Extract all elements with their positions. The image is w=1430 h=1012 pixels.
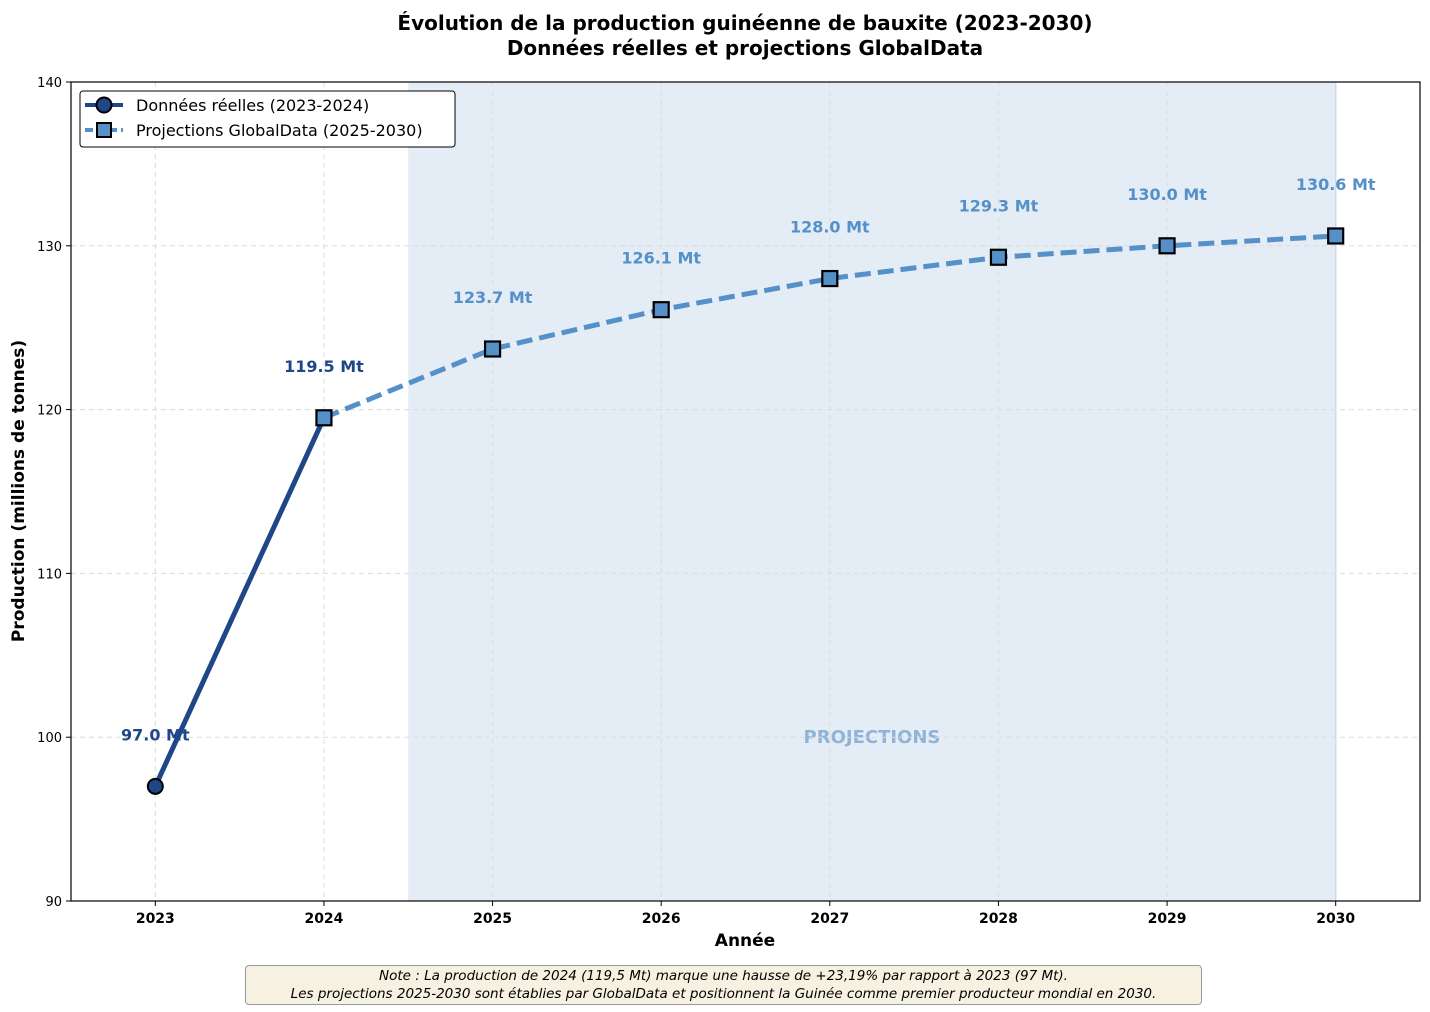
data-label: 130.0 Mt — [1127, 185, 1207, 204]
y-tick-label: 130 — [37, 240, 62, 255]
note-box: Note : La production de 2024 (119,5 Mt) … — [245, 965, 1202, 1005]
series-layer — [146, 227, 1345, 795]
x-tick-label: 2030 — [1316, 911, 1355, 927]
note-line-1: Note : La production de 2024 (119,5 Mt) … — [379, 968, 1068, 984]
projections-label: PROJECTIONS — [804, 727, 941, 748]
data-point-square — [821, 269, 839, 288]
x-axis-label: Année — [715, 931, 775, 951]
y-tick-label: 110 — [37, 567, 62, 582]
data-point-square — [652, 301, 670, 319]
data-point-square — [483, 340, 502, 358]
legend-label-projection: Projections GlobalData (2025-2030) — [136, 121, 423, 140]
legend-marker-square-icon — [96, 122, 112, 138]
data-point-square — [989, 248, 1008, 266]
data-label: 126.1 Mt — [621, 249, 701, 268]
x-tick-label: 2024 — [304, 911, 343, 927]
data-point-square — [315, 409, 333, 427]
x-tick-label: 2023 — [136, 911, 175, 927]
axes: 90 100 110 120 130 140 2023 2024 2025 2026 2027 202… — [37, 76, 1421, 927]
data-label: 128.0 Mt — [790, 218, 870, 237]
legend-box — [79, 90, 456, 148]
note-line-2: Les projections 2025-2030 sont établies … — [290, 986, 1157, 1002]
legend: Données réelles (2023-2024) Projections … — [79, 90, 456, 148]
chart-title: Évolution de la production guinéenne de … — [397, 11, 1092, 35]
plot-area: PROJECTIONS — [71, 82, 1420, 901]
y-tick-label: 140 — [37, 76, 62, 91]
data-label: 119.5 Mt — [284, 357, 364, 376]
data-point-square — [1158, 237, 1176, 255]
x-tick-label: 2025 — [473, 911, 512, 927]
data-point-circle — [146, 777, 164, 795]
x-tick-label: 2029 — [1148, 911, 1187, 927]
data-label: 129.3 Mt — [959, 196, 1039, 215]
chart-subtitle: Données réelles et projections GlobalDat… — [507, 36, 983, 60]
x-tick-label: 2028 — [979, 911, 1018, 927]
x-tick-label: 2026 — [642, 911, 681, 927]
data-labels: 97.0 Mt 119.5 Mt 123.7 Mt 126.1 Mt 128.0 Mt 1… — [121, 175, 1376, 744]
y-tick-label: 90 — [45, 895, 62, 910]
x-tick-label: 2027 — [810, 911, 849, 927]
legend-label-actual: Données réelles (2023-2024) — [136, 96, 369, 115]
legend-marker-circle-icon — [95, 96, 113, 114]
series-line-actual — [153, 416, 327, 788]
data-label: 123.7 Mt — [453, 288, 533, 307]
y-axis-label: Production (millions de tonnes) — [9, 340, 29, 642]
data-point-square — [1327, 227, 1345, 245]
projection-shaded-region — [408, 82, 1336, 901]
grid — [71, 81, 1420, 902]
data-label: 97.0 Mt — [121, 725, 190, 744]
y-tick-label: 120 — [37, 404, 62, 419]
axes-frame — [70, 81, 1421, 902]
data-label: 130.6 Mt — [1296, 175, 1376, 194]
y-tick-label: 100 — [37, 731, 62, 746]
